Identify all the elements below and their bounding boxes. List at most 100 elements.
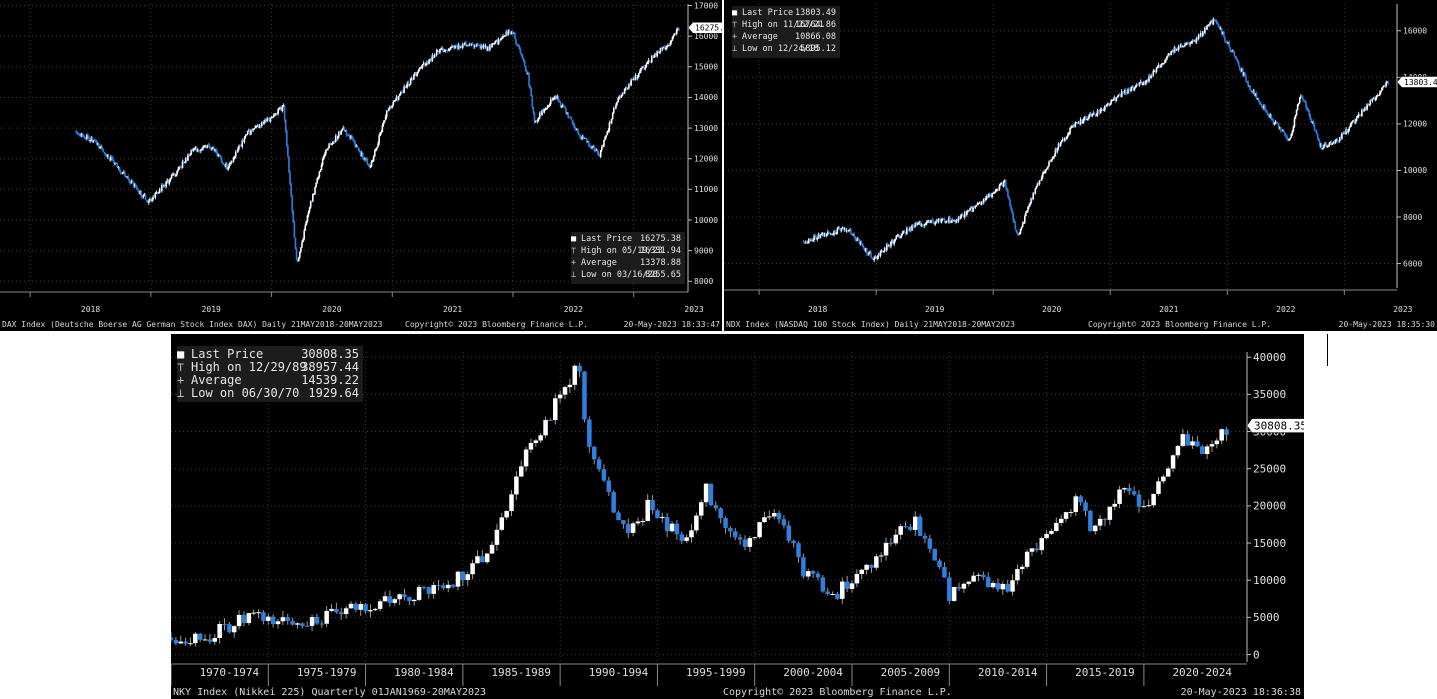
candle-body — [1103, 109, 1105, 111]
candle-body — [1299, 96, 1302, 98]
candle-body — [1031, 198, 1033, 200]
candle-body — [878, 555, 884, 557]
candle-body — [1290, 133, 1293, 138]
candle-body — [282, 104, 285, 106]
candle-body — [489, 544, 495, 554]
candle-body — [496, 40, 499, 45]
candle-body — [269, 117, 272, 122]
candle-body — [928, 220, 930, 222]
candle-body — [747, 538, 753, 547]
candle-body — [417, 70, 420, 73]
candle-body — [874, 256, 877, 259]
candle-body — [1138, 82, 1141, 85]
candle-body — [587, 419, 592, 447]
candle-body — [981, 201, 984, 203]
candle-body — [1169, 53, 1171, 55]
candle-body — [214, 149, 216, 151]
candle-body — [954, 219, 957, 223]
candle-body — [627, 87, 629, 89]
candle-body — [1283, 130, 1285, 133]
candle-body — [343, 127, 346, 131]
candle-body — [767, 516, 772, 518]
candle-body — [1334, 139, 1337, 144]
candle-body — [640, 68, 642, 72]
candle-body — [589, 145, 591, 147]
candle-body — [1318, 141, 1321, 147]
candle-body — [493, 42, 496, 44]
candle-body — [641, 67, 643, 69]
candle-body — [1083, 502, 1088, 511]
y-tick-label: 15000 — [694, 63, 718, 72]
candle-body — [1092, 525, 1098, 532]
candle-body — [570, 117, 573, 121]
candle-body — [911, 225, 913, 231]
candle-body — [1267, 113, 1269, 115]
candle-body — [238, 145, 240, 149]
candle-body — [144, 195, 147, 200]
candle-body — [1114, 96, 1117, 101]
candle-body — [1075, 122, 1078, 124]
candle-body — [164, 185, 166, 187]
candle-body — [458, 44, 461, 49]
ndx-footer: NDX Index (NASDAQ 100 Stock Index) Daily… — [724, 319, 1437, 331]
candle-body — [1312, 121, 1315, 125]
candle-body — [415, 72, 417, 77]
candle-body — [561, 104, 564, 106]
candle-body — [1080, 119, 1083, 124]
candle-body — [441, 585, 446, 589]
candle-body — [854, 236, 857, 240]
candle-body — [205, 145, 208, 148]
candle-body — [448, 48, 451, 50]
candle-body — [505, 31, 508, 36]
candle-body — [591, 146, 593, 148]
candle-body — [339, 612, 344, 615]
candle-body — [886, 244, 888, 251]
candle-body — [577, 365, 582, 372]
x-tick-label: 2021 — [1159, 305, 1178, 314]
candle-body — [138, 190, 140, 194]
candle-body — [1250, 90, 1253, 92]
candle-body — [373, 151, 376, 157]
candle-body — [1063, 512, 1069, 519]
candle-body — [1314, 130, 1317, 132]
candle-body — [616, 512, 621, 521]
candle-body — [1077, 122, 1080, 124]
candle-body — [624, 87, 627, 89]
candle-body — [231, 160, 234, 162]
candle-body — [573, 125, 576, 129]
candle-body — [1074, 122, 1077, 127]
candle-body — [1072, 125, 1075, 127]
candle-body — [369, 166, 372, 168]
candle-body — [363, 604, 368, 612]
candle-body — [543, 109, 546, 113]
candle-body — [117, 167, 120, 169]
candle-body — [208, 145, 211, 148]
candle-body — [377, 143, 379, 148]
candle-body — [1208, 24, 1210, 26]
candle-body — [422, 62, 425, 65]
candle-body — [1367, 103, 1370, 105]
candle-body — [1251, 91, 1254, 93]
candle-body — [1029, 548, 1035, 552]
candle-body — [733, 531, 738, 538]
candle-body — [1118, 94, 1121, 96]
candle-body — [642, 66, 644, 68]
candle-body — [384, 116, 387, 121]
candle-body — [906, 228, 908, 235]
candle-body — [958, 217, 961, 219]
candle-body — [1211, 20, 1214, 25]
candle-body — [1176, 48, 1179, 51]
candle-body — [357, 147, 360, 151]
candle-body — [1307, 109, 1309, 111]
candle-body — [1284, 132, 1286, 136]
candle-body — [1127, 89, 1129, 94]
candle-body — [1247, 81, 1249, 86]
candle-body — [1355, 117, 1358, 122]
candle-body — [988, 193, 990, 198]
candle-body — [421, 587, 427, 589]
candle-body — [874, 556, 879, 568]
candle-body — [558, 101, 561, 103]
candle-body — [490, 44, 492, 48]
candle-body — [1214, 440, 1220, 445]
candle-body — [128, 178, 131, 183]
